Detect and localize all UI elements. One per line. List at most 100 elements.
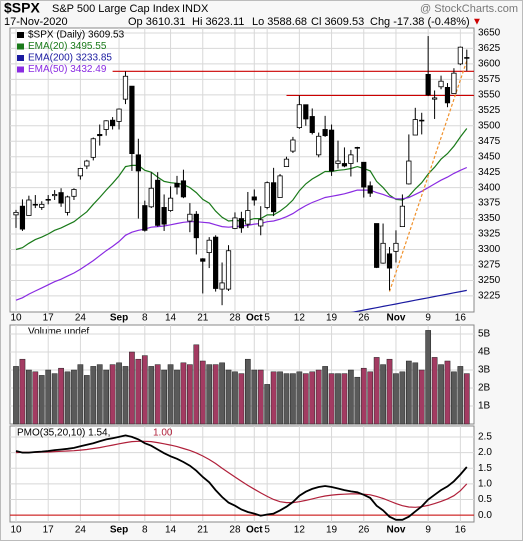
volume-bar [135,358,142,425]
candle-body [457,46,463,65]
candle-body [193,213,199,239]
y-tick-label: 3575 [478,74,501,85]
volume-bar [141,355,148,425]
x-tick-label: 28 [229,525,241,536]
y-tick-label: 3275 [478,260,501,271]
candle-body [161,207,167,225]
volume-bar [154,364,161,425]
legend-swatch [17,55,24,61]
legend-label: $SPX (Daily) 3609.53 [28,30,125,41]
volume-bar [167,364,174,425]
x-tick-label: 5 [264,313,270,324]
candle-body [348,154,354,164]
candle-body [238,218,244,229]
x-tick-label: 12 [294,525,306,536]
volume-bar [38,375,45,425]
candle-body [148,187,154,208]
candle-body [380,242,386,264]
y-tick-label: 3300 [478,244,501,255]
candle-body [270,182,277,213]
volume-bar [418,369,425,425]
candle-body [19,205,26,230]
candle-body [431,97,438,100]
volume-bar [360,367,367,425]
volume-bar [335,373,341,425]
volume-bar [219,362,225,425]
x-tick-label: 24 [75,313,87,324]
candle-body [116,108,122,122]
x-tick-label: 26 [358,313,370,324]
credit: @ StockCharts.com [420,3,518,15]
volume-bar [257,369,264,425]
volume-bar [83,375,90,425]
volume-bar [367,371,374,425]
volume-bar [328,373,335,425]
legend-swatch [17,32,24,38]
date: 17-Nov-2020 [4,16,68,28]
y-tick-label: 3450 [478,151,501,162]
x-tick-label: Sep [110,525,128,536]
volume-bar [90,366,97,425]
x-tick-label: Nov [387,525,406,536]
legend-swatch [17,66,24,73]
y-tick-label: 0.5 [478,494,492,505]
volume-bar [463,373,470,425]
candle-body [464,57,470,59]
volume-bar [444,360,451,425]
candle-body [425,74,431,96]
volume-bar [425,330,432,425]
volume-bar [296,371,303,425]
legend-label: EMA(50) 3432.49 [28,64,107,75]
candle-body [322,129,328,137]
y-tick-label: 3225 [478,291,501,302]
volume-bar [212,364,219,425]
volume-bar [431,357,438,425]
x-tick-label: 24 [75,525,87,536]
candle-body [26,199,32,216]
candle-body [367,185,373,194]
x-tick-label: 28 [229,313,241,324]
candle-body [167,197,174,211]
y-tick-label: 3525 [478,105,501,116]
volume-bar [232,371,238,425]
volume-bar [19,358,26,425]
volume-bar [13,366,19,425]
candle-body [264,182,270,208]
volume-bar [238,373,245,425]
x-tick-label: 17 [43,525,55,536]
y-tick-label: 3500 [478,120,501,131]
x-tick-label: 10 [10,525,22,536]
volume-bar [71,369,77,425]
candle-body [361,161,367,188]
candle-body [309,116,315,133]
volume-title: Volume undef [28,327,89,338]
volume-bar [373,357,380,425]
candle-body [335,160,341,164]
candle-body [84,160,90,167]
volume-bar [77,364,84,425]
x-tick-label: 21 [197,313,209,324]
y-tick-label: 3650 [478,28,501,39]
volume-bar [341,373,348,425]
y-tick-label: 1.5 [478,463,492,474]
candle-body [451,72,457,94]
trend-line [388,60,468,292]
volume-bar [277,371,283,425]
volume-bar [122,366,129,425]
x-tick-label: Oct [246,525,263,536]
candle-body [386,253,393,269]
y-tick-label: 2.5 [478,432,492,443]
candle-body [290,139,296,152]
x-tick-label: 10 [10,313,22,324]
y-tick-label: 3550 [478,89,501,100]
quote-open: Op 3610.31 [128,16,186,28]
volume-bar [264,384,271,425]
volume-bar [45,369,52,425]
candle-body [258,219,264,227]
y-tick-label: 3375 [478,198,501,209]
candle-body [58,192,64,204]
volume-bar [405,360,412,425]
volume-bar [58,367,64,425]
y-tick-label: 3425 [478,167,501,178]
